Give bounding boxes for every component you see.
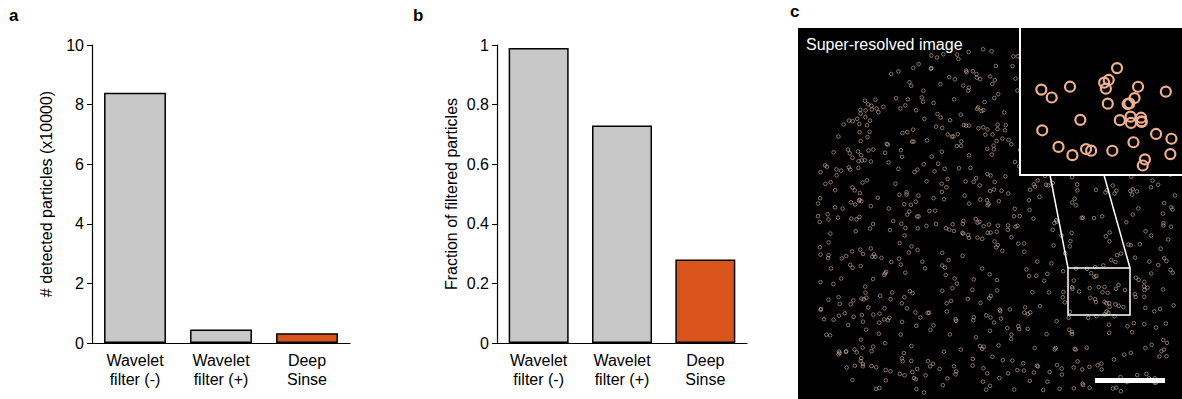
svg-text:filter (-): filter (-) [513,371,564,388]
svg-text:b: b [413,6,423,25]
svg-text:a: a [9,6,19,25]
svg-text:0.2: 0.2 [467,275,489,292]
svg-text:0.8: 0.8 [467,96,489,113]
svg-text:8: 8 [75,96,84,113]
svg-text:filter (+): filter (+) [595,371,650,388]
svg-text:0: 0 [480,335,489,352]
svg-text:Fraction of filtered particles: Fraction of filtered particles [443,98,460,290]
svg-text:# detected particles (x10000): # detected particles (x10000) [38,91,55,297]
svg-text:Wavelet: Wavelet [106,352,164,369]
svg-text:6: 6 [75,156,84,173]
svg-text:Deep: Deep [288,352,326,369]
svg-text:1: 1 [480,37,489,54]
svg-text:Wavelet: Wavelet [593,352,651,369]
svg-text:4: 4 [75,215,84,232]
svg-text:Sinse: Sinse [287,371,327,388]
svg-text:Deep: Deep [686,352,724,369]
svg-text:Wavelet: Wavelet [510,352,568,369]
svg-text:0: 0 [75,335,84,352]
html-text:Super-resolved image: Super-resolved image [806,36,963,53]
svg-text:filter (+): filter (+) [194,371,249,388]
svg-text:filter (-): filter (-) [110,371,161,388]
svg-text:Wavelet: Wavelet [192,352,250,369]
svg-text:Sinse: Sinse [685,371,725,388]
html-text:c: c [790,2,800,21]
svg-text:0.4: 0.4 [467,215,489,232]
svg-text:2: 2 [75,275,84,292]
svg-text:0.6: 0.6 [467,156,489,173]
svg-text:10: 10 [66,37,84,54]
